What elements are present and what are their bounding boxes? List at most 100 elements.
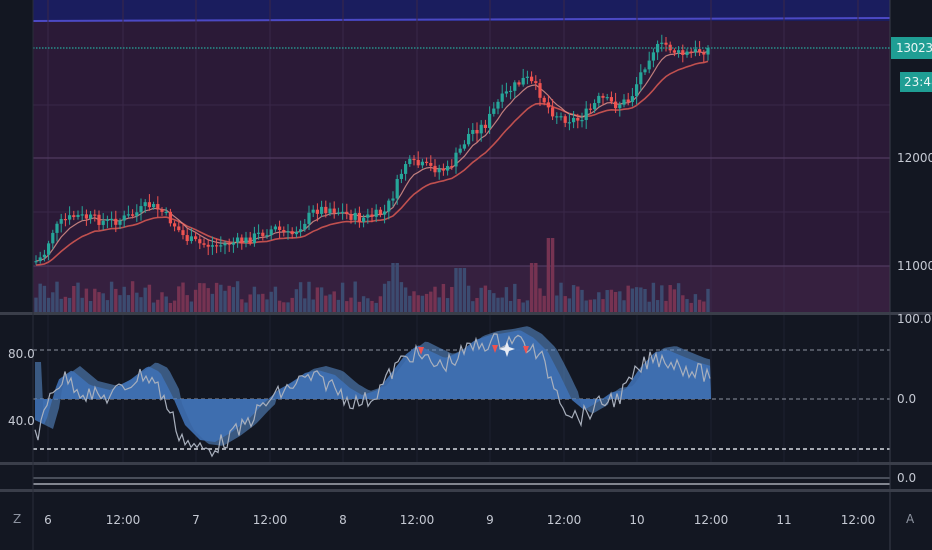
candle-body — [34, 261, 38, 263]
volume-bar — [139, 297, 143, 313]
candle-body — [546, 102, 550, 108]
volume-bar — [597, 292, 601, 313]
candle-body — [475, 129, 479, 134]
candle-body — [525, 76, 529, 78]
oscillator-tick-0: 0.0 — [897, 392, 917, 406]
volume-bar — [542, 295, 546, 313]
candle-body — [345, 211, 349, 215]
volume-bar — [84, 288, 89, 313]
volume-bar — [294, 289, 299, 313]
volume-bar — [538, 288, 542, 313]
volume-bar — [202, 283, 206, 313]
candle-body — [609, 97, 613, 102]
volume-bar — [177, 286, 181, 313]
volume-bar — [235, 281, 240, 313]
pane-separator-bottom[interactable] — [0, 489, 932, 492]
volume-bar — [114, 288, 118, 313]
candle-body — [143, 202, 147, 207]
volume-bar — [391, 263, 395, 313]
candle-body — [588, 108, 592, 110]
candle-body — [189, 236, 193, 242]
volume-bar — [517, 298, 521, 313]
candle-body — [299, 229, 303, 232]
volume-bar — [181, 282, 185, 313]
candle-body — [483, 124, 487, 128]
candle-body — [450, 166, 454, 168]
time-tick: 12:00 — [840, 513, 876, 527]
volume-bar — [261, 293, 265, 313]
candle-body — [647, 60, 651, 70]
volume-bar — [706, 288, 710, 313]
candle-body — [194, 236, 198, 240]
auto-scale-button[interactable]: A — [906, 512, 915, 526]
candle-body — [168, 211, 172, 224]
star-signal-marker — [499, 341, 515, 357]
volume-bar — [273, 286, 278, 313]
price-tick-12000: 12000.0 — [897, 151, 932, 165]
candle-body — [227, 243, 231, 245]
volume-bar — [193, 289, 198, 313]
volume-bar — [567, 298, 572, 313]
volume-bar — [576, 286, 580, 313]
candle-body — [370, 214, 374, 217]
candle-body — [651, 52, 655, 61]
upper-band-line — [32, 17, 891, 22]
candle-body — [252, 233, 256, 244]
volume-bar — [664, 300, 668, 313]
volume-bar — [580, 289, 584, 313]
candle-body — [496, 101, 500, 109]
candle-body — [219, 245, 223, 247]
volume-bar — [336, 299, 341, 313]
volume-bar — [210, 293, 215, 313]
candle-body — [399, 173, 403, 179]
price-pane-background — [33, 0, 890, 313]
volume-bar — [38, 283, 42, 313]
pane-separator-top[interactable] — [0, 312, 932, 315]
volume-bar — [109, 281, 114, 313]
candle-body — [500, 93, 504, 102]
volume-bar — [340, 282, 345, 313]
candle-body — [479, 124, 483, 134]
candle-body — [51, 232, 55, 244]
volume-bar — [555, 295, 559, 313]
volume-bar — [639, 287, 643, 313]
volume-bar — [311, 299, 315, 313]
candle-body — [433, 165, 437, 173]
candle-body — [265, 235, 269, 237]
volume-bar — [248, 294, 252, 313]
volume-bar — [462, 268, 467, 313]
candle-body — [509, 90, 513, 93]
volume-bar — [651, 282, 656, 313]
volume-bar — [563, 296, 567, 313]
candle-body — [80, 214, 84, 216]
volume-bar — [315, 287, 320, 313]
time-tick: 12:00 — [693, 513, 729, 527]
candle-body — [101, 220, 105, 225]
candle-body — [177, 226, 181, 231]
price-tick-11000: 11000.0 — [897, 259, 932, 273]
sell-signal-marker — [418, 347, 424, 355]
candle-body — [584, 108, 588, 121]
volume-bar — [525, 300, 530, 313]
volume-bar — [672, 289, 677, 313]
volume-bar — [34, 297, 38, 313]
candle-body — [131, 214, 135, 216]
candle-body — [362, 217, 366, 222]
candle-body — [89, 214, 93, 219]
candle-body — [454, 152, 458, 167]
candle-body — [110, 218, 114, 221]
volume-bar — [223, 290, 227, 313]
candle-body — [660, 42, 664, 44]
volume-bar — [277, 300, 282, 313]
volume-bar — [655, 300, 660, 313]
current-price-label: 13023.5 — [891, 37, 932, 59]
volume-bar — [143, 287, 147, 313]
volume-bar — [366, 298, 370, 313]
candle-body — [626, 99, 630, 102]
candle-body — [332, 208, 336, 213]
pane-separator-middle[interactable] — [0, 462, 932, 465]
volume-bar — [668, 285, 672, 313]
zoom-button[interactable]: Z — [13, 512, 22, 526]
candle-body — [357, 212, 361, 222]
